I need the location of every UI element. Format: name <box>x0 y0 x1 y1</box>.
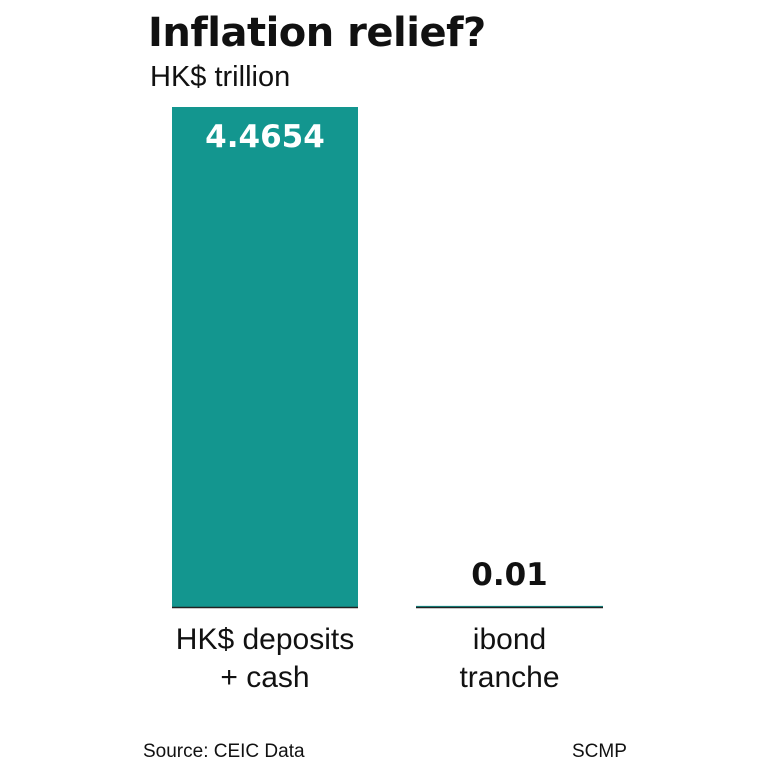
value-label-2: 0.01 <box>471 557 548 593</box>
bar-1 <box>172 107 358 607</box>
category-label-1-line-1: HK$ deposits <box>176 623 354 656</box>
bar-2 <box>416 605 603 607</box>
category-label-1-line-2: + cash <box>220 661 309 694</box>
category-label-2-line-2: tranche <box>459 661 559 694</box>
source-note: Source: CEIC Data <box>143 741 305 762</box>
credit-note: SCMP <box>572 741 627 762</box>
value-label-1: 4.4654 <box>205 119 325 155</box>
chart-title: Inflation relief? <box>148 10 486 56</box>
chart-subtitle: HK$ trillion <box>150 61 291 93</box>
category-label-2-line-1: ibond <box>473 623 546 656</box>
